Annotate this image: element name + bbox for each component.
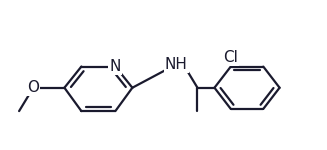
Text: O: O — [27, 80, 39, 95]
Text: N: N — [110, 59, 121, 74]
Text: NH: NH — [165, 57, 188, 72]
Text: Cl: Cl — [223, 50, 238, 64]
